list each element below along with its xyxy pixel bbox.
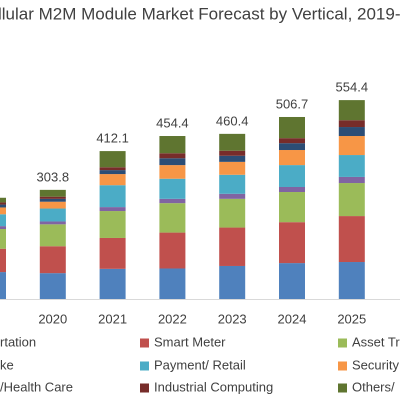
bar-segment bbox=[0, 228, 6, 249]
bar-segment bbox=[99, 237, 126, 269]
bar-segment bbox=[338, 100, 365, 121]
bar-segment bbox=[159, 232, 186, 269]
bar-segment bbox=[0, 197, 6, 203]
bar-segment bbox=[39, 189, 66, 197]
bar-segment bbox=[338, 127, 365, 137]
bar-segment bbox=[159, 198, 186, 204]
bar-segment bbox=[219, 193, 246, 199]
legend-swatch bbox=[140, 383, 149, 393]
bar-segment bbox=[279, 116, 305, 139]
legend-label: Asset Tr bbox=[352, 334, 400, 349]
bar-segment bbox=[0, 207, 6, 215]
bar-segment bbox=[159, 178, 186, 199]
bar-segment bbox=[0, 226, 6, 229]
legend-swatch bbox=[140, 361, 149, 371]
bar-segment bbox=[219, 265, 246, 299]
x-tick-label: 2023 bbox=[218, 311, 247, 326]
bar-segment bbox=[39, 208, 66, 222]
bar-segment bbox=[99, 151, 126, 168]
bar-segment bbox=[338, 216, 365, 263]
legend-swatch bbox=[338, 338, 347, 348]
total-label: 454.4 bbox=[156, 115, 189, 130]
legend-label: rtation bbox=[0, 334, 36, 349]
bar-segment bbox=[159, 165, 186, 179]
bar-segment bbox=[338, 136, 365, 156]
bar-segment bbox=[279, 263, 305, 299]
total-label: 506.7 bbox=[276, 96, 309, 111]
chart-title: llular M2M Module Market Forecast by Ver… bbox=[0, 4, 400, 23]
total-label: 460.4 bbox=[216, 113, 249, 128]
bar-segment bbox=[39, 221, 66, 225]
legend-swatch bbox=[140, 338, 149, 348]
bar-segment bbox=[338, 183, 365, 217]
bar-segment bbox=[279, 143, 305, 151]
bar-segment bbox=[99, 174, 126, 186]
bar-segment bbox=[39, 201, 66, 209]
bar-segment bbox=[279, 222, 305, 264]
bar-segment bbox=[159, 268, 186, 299]
bar-segment bbox=[99, 268, 126, 299]
bar-segment bbox=[338, 155, 365, 177]
legend-label: Others/ bbox=[352, 379, 395, 394]
x-tick-label: 2020 bbox=[38, 311, 67, 326]
bar-segment bbox=[99, 211, 126, 238]
bar-segment bbox=[279, 138, 305, 144]
bar-segment bbox=[159, 136, 186, 154]
bar-segment bbox=[39, 273, 66, 299]
total-label: 412.1 bbox=[96, 131, 129, 146]
total-label: 303.8 bbox=[37, 169, 70, 184]
bar-segment bbox=[338, 262, 365, 299]
x-tick-label: 2021 bbox=[98, 311, 127, 326]
legend-swatch bbox=[338, 361, 347, 371]
bar-segment bbox=[279, 186, 305, 193]
bar-segment bbox=[39, 224, 66, 247]
bar-segment bbox=[219, 198, 246, 228]
bar-segment bbox=[99, 207, 126, 212]
legend-label: Industrial Computing bbox=[154, 379, 273, 394]
bar-segment bbox=[338, 176, 365, 184]
bar-segment bbox=[279, 165, 305, 187]
bar-segment bbox=[0, 272, 6, 299]
bar-segment bbox=[159, 158, 186, 166]
legend-label: Security bbox=[352, 357, 399, 372]
bar-segment bbox=[39, 196, 66, 199]
bar-segment bbox=[279, 150, 305, 166]
bar-segment bbox=[99, 167, 126, 171]
bar-segment bbox=[0, 202, 6, 205]
bar-segment bbox=[0, 248, 6, 273]
x-tick-label: 2025 bbox=[337, 311, 366, 326]
bar-segment bbox=[219, 155, 246, 162]
bar-segment bbox=[279, 192, 305, 223]
bar-segment bbox=[99, 170, 126, 175]
bar-segment bbox=[0, 204, 6, 208]
bar-segment bbox=[338, 120, 365, 128]
bar-segment bbox=[219, 133, 246, 151]
bar-segment bbox=[219, 227, 246, 266]
total-label: 554.4 bbox=[336, 80, 369, 95]
x-tick-label: 2024 bbox=[278, 311, 307, 326]
legend-label: Smart Meter bbox=[154, 334, 226, 349]
legend-label: Payment/ Retail bbox=[154, 357, 246, 372]
legend-label: /Health Care bbox=[0, 379, 73, 394]
bar-segment bbox=[0, 214, 6, 227]
bar-segment bbox=[219, 150, 246, 156]
bar-segment bbox=[39, 246, 66, 274]
x-tick-label: 2022 bbox=[158, 311, 187, 326]
bar-segment bbox=[159, 153, 186, 159]
bar-segment bbox=[99, 185, 126, 208]
legend-swatch bbox=[338, 383, 347, 393]
bar-segment bbox=[39, 198, 66, 202]
bar-segment bbox=[219, 174, 246, 194]
legend-label: ke bbox=[0, 357, 14, 372]
bar-segment bbox=[219, 161, 246, 175]
bar-segment bbox=[159, 203, 186, 233]
